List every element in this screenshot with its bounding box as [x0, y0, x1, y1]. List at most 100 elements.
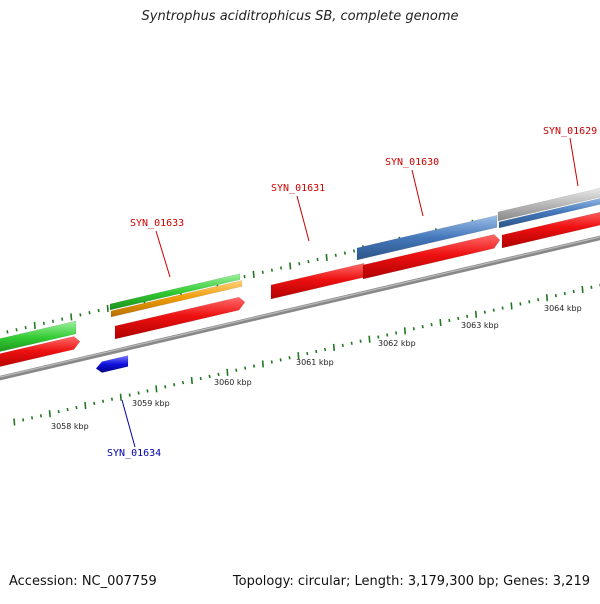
axis-label-3060: 3060 kbp: [214, 378, 252, 387]
outer-tick: [70, 313, 73, 321]
outer-tick: [6, 330, 9, 334]
inner-tick: [155, 385, 158, 393]
outer-tick: [252, 270, 255, 278]
gene-label-syn01633[interactable]: SYN_01633: [130, 218, 184, 229]
page-title: Syntrophus aciditrophicus SB, complete g…: [141, 9, 459, 24]
inner-tick: [270, 360, 273, 364]
cds-feature[interactable]: [0, 336, 81, 369]
outer-tick: [79, 313, 82, 317]
inner-tick: [430, 322, 433, 327]
outer-tick: [243, 274, 246, 279]
outer-tick: [88, 311, 91, 315]
inner-tick: [279, 358, 282, 362]
gene-feature-steelblue[interactable]: [498, 196, 600, 229]
inner-tick: [128, 393, 131, 397]
gene-label-syn01629[interactable]: SYN_01629: [543, 126, 597, 137]
outer-tick: [51, 319, 55, 323]
cds-feature-syn01631[interactable]: [270, 262, 365, 300]
inner-tick: [261, 360, 265, 368]
inner-tick: [510, 302, 513, 310]
outer-tick: [307, 259, 310, 264]
inner-tick: [57, 409, 60, 414]
cds-feature-syn01629[interactable]: [501, 210, 600, 249]
inner-tick: [501, 306, 504, 310]
outer-tick: [61, 317, 64, 321]
inner-tick: [341, 343, 344, 348]
inner-tick: [306, 351, 309, 356]
inner-tick: [563, 291, 566, 296]
inner-tick: [483, 310, 486, 314]
inner-tick: [403, 327, 407, 335]
inner-tick: [217, 372, 220, 377]
gene-feature-green[interactable]: [0, 320, 77, 354]
inner-tick: [519, 302, 522, 306]
inner-tick: [412, 327, 415, 331]
inner-tick: [39, 414, 43, 418]
genome-backbone: [0, 235, 600, 381]
outer-tick: [289, 262, 292, 270]
inner-tick-marks: [13, 283, 600, 426]
gene-feature-green[interactable]: [109, 273, 241, 311]
inner-tick: [572, 289, 575, 294]
accession-text: Accession: NC_007759: [9, 574, 157, 589]
axis-label-3058: 3058 kbp: [51, 422, 89, 431]
inner-tick: [368, 335, 371, 343]
outer-tick: [42, 321, 45, 326]
leader-line-syn01633: [155, 230, 171, 278]
inner-tick: [421, 325, 424, 329]
axis-label-3062: 3062 kbp: [378, 339, 416, 348]
inner-tick: [492, 308, 495, 312]
axis-label-3061: 3061 kbp: [296, 358, 334, 367]
inner-tick: [102, 399, 105, 403]
leader-line-syn01629: [569, 137, 579, 187]
genome-backbone-highlight: [0, 236, 600, 378]
gene-feature-steelblue[interactable]: [356, 215, 498, 261]
inner-tick: [466, 314, 469, 318]
leader-line-syn01634: [121, 399, 136, 448]
inner-tick: [386, 333, 389, 337]
inner-tick: [395, 331, 398, 335]
inner-tick: [84, 401, 87, 409]
inner-tick: [554, 293, 557, 298]
inner-tick: [235, 368, 238, 372]
inner-tick: [377, 335, 380, 339]
inner-tick: [66, 407, 69, 412]
outer-tick: [15, 328, 18, 332]
inner-tick: [350, 341, 353, 345]
inner-tick: [545, 294, 549, 302]
inner-tick: [323, 347, 327, 352]
outer-tick: [106, 304, 109, 313]
gene-feature-orange[interactable]: [110, 280, 243, 318]
gene-label-syn01631[interactable]: SYN_01631: [271, 183, 325, 194]
outer-tick: [33, 321, 36, 330]
cds-feature-syn01633[interactable]: [114, 296, 246, 340]
gene-feature-syn01634[interactable]: [95, 355, 129, 373]
inner-tick: [181, 380, 185, 385]
gene-label-syn01634[interactable]: SYN_01634: [107, 448, 161, 459]
inner-tick: [208, 374, 211, 379]
outer-tick: [261, 270, 264, 274]
inner-tick: [146, 389, 149, 393]
inner-tick: [359, 339, 362, 343]
inner-tick: [164, 385, 167, 389]
inner-tick: [448, 318, 451, 323]
inner-tick: [93, 401, 96, 406]
outer-tick: [298, 262, 301, 266]
inner-tick: [581, 285, 584, 293]
inner-tick: [190, 376, 193, 385]
gene-features: [0, 186, 600, 373]
axis-label-3064: 3064 kbp: [544, 304, 582, 313]
gene-label-syn01630[interactable]: SYN_01630: [385, 157, 439, 168]
outer-tick: [270, 268, 274, 272]
inner-tick: [528, 300, 531, 304]
gene-feature-grey[interactable]: [497, 186, 600, 222]
inner-tick: [315, 349, 318, 354]
inner-tick: [474, 310, 478, 318]
cds-feature-syn01630[interactable]: [362, 234, 501, 280]
outer-tick: [279, 266, 283, 270]
inner-tick: [13, 418, 16, 426]
axis-label-3063: 3063 kbp: [461, 321, 499, 330]
inner-tick: [332, 343, 336, 351]
